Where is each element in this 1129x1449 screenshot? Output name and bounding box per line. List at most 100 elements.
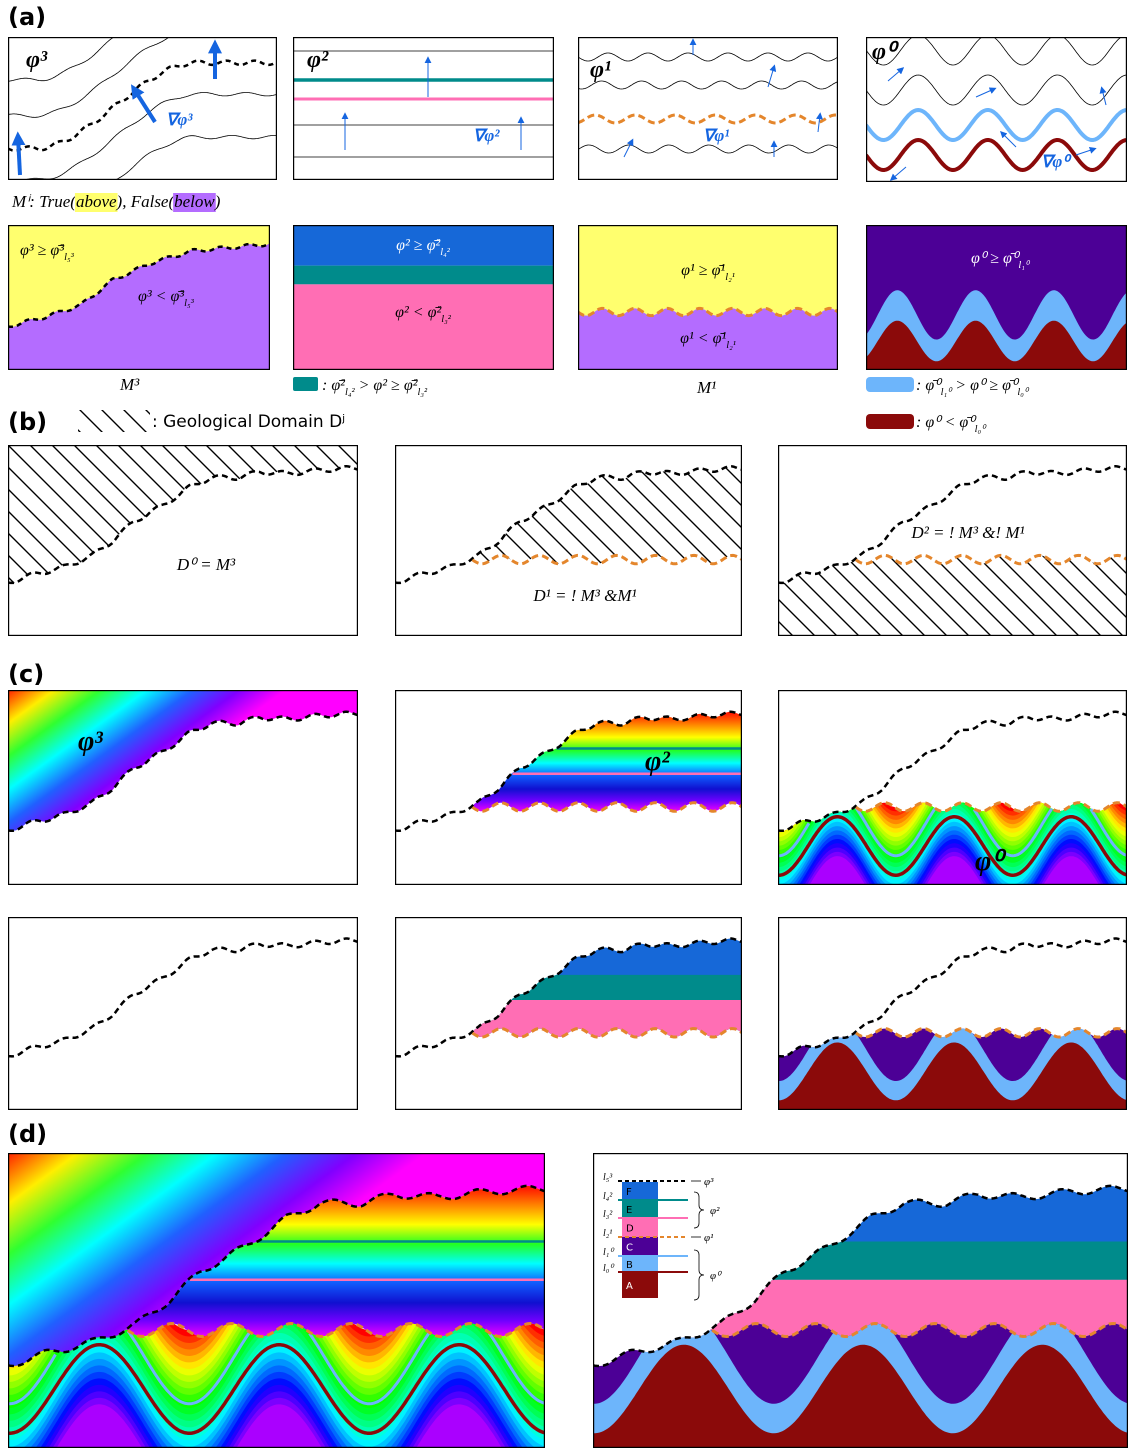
boundary-line [778,937,1127,1058]
boundary-line [8,242,270,329]
gradient-arrow [767,64,777,88]
panel [8,1153,545,1448]
boundary-line [778,465,1127,585]
subscript: l₁⁰ [941,387,953,398]
boundary-line [866,138,1127,172]
panel-border [578,225,838,371]
panel-background [8,37,277,180]
label: φ² [645,746,670,777]
boundary-line [578,306,838,318]
label: φ² [307,47,329,73]
unit-region [395,1000,742,1057]
domain-hatch [8,445,358,583]
boundary-line [1089,808,1127,857]
panel-content [8,690,358,833]
equation: : φ̄²l₄² > φ² ≥ φ̄²l₃² [322,377,428,398]
label: M¹ [696,378,716,397]
equation: : φ⁰ < φ̄⁰l₀⁰ [916,414,987,435]
panel: φ² ∇φ² [293,37,554,181]
equation-part: : φ⁰ < φ̄⁰ [916,414,977,431]
label: l₃² [603,1209,613,1220]
boundary-line [8,59,277,152]
boundary-line [8,465,358,585]
panel [593,1153,1128,1448]
domain-hatch [395,466,742,583]
field-region [8,1153,545,1366]
boundary-line [866,74,1127,106]
panel-content [593,1184,1128,1448]
panel [778,690,1127,886]
brace [693,1191,705,1229]
subscript: l₀⁰ [975,424,987,435]
gradient-arrow [1000,131,1017,148]
panel-content [778,937,1127,1110]
unit-region [778,1042,1127,1110]
label: l₅³ [603,1172,613,1183]
boundary-line [855,801,1127,813]
mask-false [8,243,270,370]
equation-part: φ³ < φ̄³ [138,288,184,305]
panel-border [293,225,554,371]
label: l₂¹ [603,1228,612,1239]
panel-background [578,37,838,180]
panel-label: (c) [8,660,44,688]
panel-border [8,225,270,371]
boundary-line [578,144,838,154]
panel-background [293,37,554,180]
mask-region [293,225,554,266]
gradient-arrow [1099,86,1107,106]
equation-part: : φ̄⁰ [916,377,943,394]
boundary-line [126,1322,545,1338]
panel-content [8,37,277,180]
gradient-arrow [130,84,157,124]
panel [778,917,1127,1111]
panel-border [778,690,1127,886]
equation: φ² ≥ φ̄²l₄² [396,237,451,258]
panel-label: (b) [8,408,47,436]
panel [395,445,742,637]
equation-part: > φ² ≥ φ̄² [355,377,419,394]
mask-region [866,320,1127,370]
gradient-arrow [887,67,905,82]
equation-part: φ² ≥ φ̄² [396,237,441,254]
label: φ⁰ [975,846,1007,877]
panel-border [8,917,358,1111]
field-region [8,1185,545,1366]
brace [693,1249,705,1301]
panel: φ³ ≥ φ̄³l₅³ φ³ < φ̄³l₅³ [8,225,270,371]
label: ∇φ¹ [703,126,729,145]
equation: φ³ ≥ φ̄³l₅³ [20,242,75,263]
panel [778,445,1127,637]
gradient-arrow [11,131,26,176]
panel-content [395,937,742,1058]
panel-border [593,1153,1128,1448]
subscript: l₄² [440,247,450,258]
equation: φ³ < φ̄³l₅³ [138,288,195,309]
subscript: l₅³ [184,298,194,309]
panel-border [866,37,1127,183]
subscript: l₃² [417,387,427,398]
boundary-line [578,113,838,125]
subscript: l₂¹ [726,340,736,351]
mask-region [293,284,554,370]
panel-border [778,445,1127,637]
label: ) [214,192,221,211]
boundary-line [8,1353,57,1406]
boundary-line [395,710,742,833]
boundary-line [972,807,1054,858]
boundary-line [578,52,838,62]
legend-swatch [866,414,914,429]
panel: φ¹ ∇φ¹ [578,37,838,181]
label: F [626,1187,632,1198]
panel-border [8,37,277,181]
equation-part: φ¹ < φ̄¹ [680,330,726,347]
boundary-line [471,1027,742,1039]
panel-border [395,445,742,637]
label: below [174,192,215,211]
label: φ⁰ [710,1270,722,1282]
subscript: l₃² [441,314,451,325]
label: ∇φ³ [166,110,193,129]
